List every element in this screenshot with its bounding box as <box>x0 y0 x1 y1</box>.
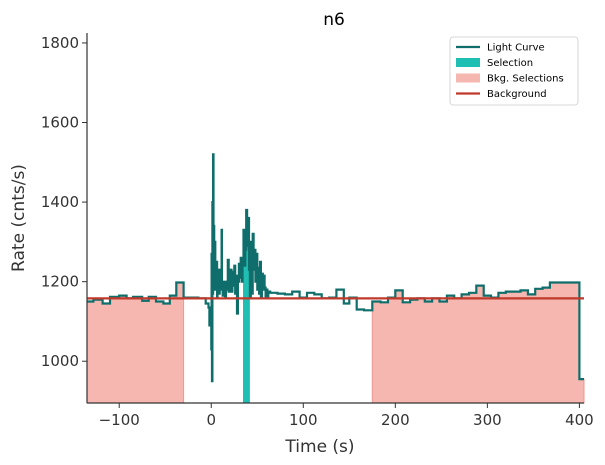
x-ticks: −100 0 100 200 300 400 <box>99 403 594 429</box>
bkg-selection-region-1 <box>371 282 585 404</box>
axes: −100 0 100 200 300 400 1000 1200 1400 1600 1800 <box>41 33 594 429</box>
plot-area <box>86 153 585 404</box>
legend-items: Light Curve Selection Bkg. Selections Backg… <box>456 43 564 100</box>
x-axis-label: Time (s) <box>284 437 354 457</box>
y-axis-label: Rate (cnts/s) <box>9 164 29 272</box>
legend-patch-swatch <box>456 73 480 83</box>
x-tick-label: −100 <box>99 411 140 429</box>
legend-label: Selection <box>487 58 533 69</box>
y-tick-label: 1400 <box>41 193 79 211</box>
legend: Light Curve Selection Bkg. Selections Backg… <box>449 36 579 106</box>
legend-label: Bkg. Selections <box>487 74 564 85</box>
y-tick-label: 1000 <box>41 352 79 370</box>
x-tick-label: 300 <box>473 411 502 429</box>
y-ticks: 1000 1200 1400 1600 1800 <box>41 34 87 370</box>
x-tick-label: 400 <box>565 411 594 429</box>
legend-label: Light Curve <box>487 43 545 54</box>
y-tick-label: 1600 <box>41 114 79 132</box>
chart-title: n6 <box>323 10 345 30</box>
legend-label: Background <box>487 89 547 100</box>
y-tick-label: 1200 <box>41 273 79 291</box>
legend-frame <box>449 36 579 106</box>
x-tick-label: 100 <box>289 411 318 429</box>
x-tick-label: 200 <box>381 411 410 429</box>
legend-patch-swatch <box>456 58 480 67</box>
y-tick-label: 1800 <box>41 34 79 52</box>
x-tick-label: 0 <box>206 411 216 429</box>
